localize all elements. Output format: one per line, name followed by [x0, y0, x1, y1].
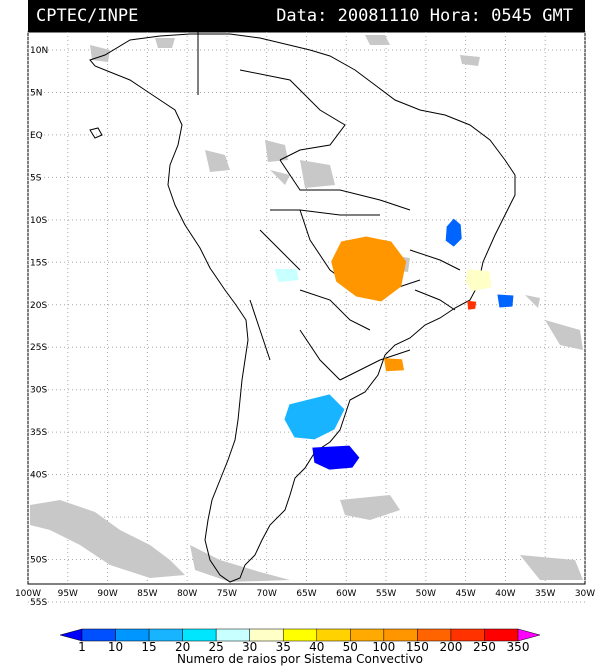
colorbar-level-label: 15: [141, 640, 157, 654]
lat-tick-label: 10N: [30, 46, 48, 56]
storm-bolivia: [274, 269, 299, 283]
map-header: CPTEC/INPE Data: 20081110 Hora: 0545 GMT: [28, 0, 585, 32]
lat-tick-label: 50S: [30, 556, 47, 566]
agency-label: CPTEC/INPE: [36, 6, 139, 26]
lon-tick-label: 50W: [416, 589, 436, 599]
colorbar-title: Numero de raios por Sistema Convectivo: [176, 652, 424, 666]
colorbar-level-label: 35: [275, 640, 291, 654]
colorbar-level-label: 350: [506, 640, 530, 654]
lon-tick-label: 75W: [217, 589, 237, 599]
storm-argentina-south: [312, 445, 360, 470]
storm-central-brazil: [331, 236, 407, 302]
lon-tick-label: 55W: [376, 589, 396, 599]
lat-tick-label: EQ: [30, 131, 43, 141]
colorbar-level-label: 10: [107, 640, 124, 654]
colorbar-level-label: 250: [473, 640, 496, 654]
colorbar-level-label: 100: [372, 640, 396, 654]
lon-tick-label: 30W: [575, 589, 595, 599]
colorbar-level-label: 25: [208, 640, 224, 654]
lat-tick-label: 25S: [30, 343, 47, 353]
lon-tick-label: 60W: [336, 589, 356, 599]
lat-tick-label: 20S: [30, 301, 47, 311]
storm-southeast-brazil: [465, 269, 492, 292]
lat-tick-label: 5S: [30, 173, 42, 183]
lon-tick-label: 85W: [137, 589, 157, 599]
storm-southeast-coast: [497, 294, 514, 308]
lat-tick-label: 55S: [30, 598, 47, 608]
lon-tick-label: 100W: [15, 589, 41, 599]
lat-tick-label: 5N: [30, 88, 42, 98]
lat-tick-label: 10S: [30, 216, 47, 226]
colorbar-level-label: 20: [174, 640, 191, 654]
lat-tick-label: 35S: [30, 428, 47, 438]
colorbar: [59, 628, 541, 642]
colorbar-swatch: [517, 628, 541, 642]
colorbar-level-label: 200: [439, 640, 463, 654]
lon-tick-label: 45W: [455, 589, 475, 599]
lon-tick-label: 35W: [535, 589, 555, 599]
lat-tick-label: 40S: [30, 471, 47, 481]
datetime-label: Data: 20081110 Hora: 0545 GMT: [276, 6, 573, 26]
storm-southeast-red: [467, 300, 477, 310]
lon-tick-label: 95W: [58, 589, 78, 599]
colorbar-level-label: 30: [242, 640, 258, 654]
lon-tick-label: 90W: [97, 589, 117, 599]
colorbar-level-label: 50: [342, 640, 358, 654]
colorbar-level-label: 150: [405, 640, 429, 654]
lon-tick-label: 40W: [495, 589, 515, 599]
lat-tick-label: 30S: [30, 386, 47, 396]
colorbar-level-label: 40: [309, 640, 325, 654]
convective-systems: [274, 218, 514, 470]
lat-tick-label: 15S: [30, 258, 47, 268]
storm-east-brazil: [445, 218, 462, 247]
storm-paraguay-east: [384, 358, 405, 372]
lon-tick-label: 65W: [296, 589, 316, 599]
colorbar-level-label: 1: [78, 640, 86, 654]
storm-argentina-north: [284, 394, 345, 440]
lon-tick-label: 80W: [177, 589, 197, 599]
lon-tick-label: 70W: [257, 589, 277, 599]
graticule: [27, 32, 586, 603]
